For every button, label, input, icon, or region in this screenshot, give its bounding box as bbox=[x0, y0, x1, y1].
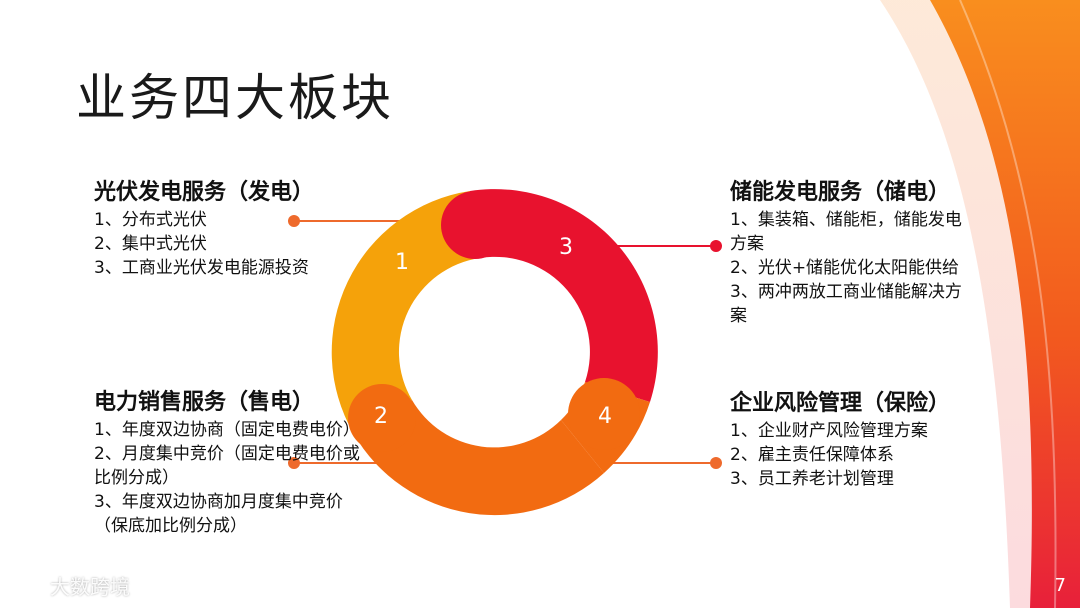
list-item: 2、雇主责任保障体系 bbox=[730, 445, 894, 465]
ring-cap-3 bbox=[441, 191, 509, 259]
block-heading: 企业风险管理（保险） bbox=[730, 391, 951, 416]
block-solar-generation: 光伏发电服务（发电） 1、分布式光伏 2、集中式光伏 3、工商业光伏发电能源投资 bbox=[94, 178, 349, 280]
list-item: 2、集中式光伏 bbox=[94, 234, 207, 254]
block-items: 1、企业财产风险管理方案 2、雇主责任保障体系 3、员工养老计划管理 bbox=[730, 419, 980, 491]
list-item: 2、月度集中竞价（固定电费电价或比例分成） bbox=[94, 444, 360, 488]
ring-segment-1 bbox=[331, 191, 480, 434]
swoosh-edge bbox=[959, 0, 1057, 608]
block-heading: 电力销售服务（售电） bbox=[94, 390, 315, 415]
block-items: 1、集装箱、储能柜，储能发电方案 2、光伏+储能优化太阳能供给 3、两冲两放工商… bbox=[730, 208, 975, 328]
block-heading: 光伏发电服务（发电） bbox=[94, 180, 315, 205]
list-item: 3、工商业光伏发电能源投资 bbox=[94, 258, 309, 278]
list-item: 1、企业财产风险管理方案 bbox=[730, 421, 928, 441]
logo-icon bbox=[11, 578, 43, 593]
block-energy-storage: 储能发电服务（储电） 1、集装箱、储能柜，储能发电方案 2、光伏+储能优化太阳能… bbox=[730, 178, 975, 328]
watermark: 大数跨境 bbox=[10, 571, 130, 600]
ring-segment-2 bbox=[353, 400, 604, 516]
block-heading: 储能发电服务（储电） bbox=[730, 180, 951, 205]
page-number: 7 bbox=[1054, 575, 1066, 596]
list-item: 1、分布式光伏 bbox=[94, 210, 207, 230]
ring-label-1: 1 bbox=[395, 250, 409, 275]
ring-label-2: 2 bbox=[374, 404, 388, 429]
ring-cap-4 bbox=[568, 378, 640, 450]
ring-cap-2 bbox=[348, 384, 416, 452]
list-item: 2、光伏+储能优化太阳能供给 bbox=[730, 258, 960, 278]
swoosh-main bbox=[930, 0, 1080, 608]
page-title: 业务四大板块 bbox=[76, 69, 394, 127]
block-items: 1、分布式光伏 2、集中式光伏 3、工商业光伏发电能源投资 bbox=[94, 208, 349, 280]
ring-label-4: 4 bbox=[598, 404, 612, 429]
block-electricity-sales: 电力销售服务（售电） 1、年度双边协商（固定电费电价） 2、月度集中竞价（固定电… bbox=[94, 388, 362, 538]
block-risk-management: 企业风险管理（保险） 1、企业财产风险管理方案 2、雇主责任保障体系 3、员工养… bbox=[730, 389, 980, 491]
connector-top-left bbox=[288, 215, 402, 227]
list-item: 3、年度双边协商加月度集中竞价（保底加比例分成） bbox=[94, 492, 343, 536]
ring-segment-3 bbox=[470, 189, 658, 402]
list-item: 3、员工养老计划管理 bbox=[730, 469, 894, 489]
connector-bottom-right bbox=[604, 457, 722, 469]
list-item: 1、年度双边协商（固定电费电价） bbox=[94, 420, 360, 440]
block-items: 1、年度双边协商（固定电费电价） 2、月度集中竞价（固定电费电价或比例分成） 3… bbox=[94, 418, 362, 538]
watermark-text: 大数跨境 bbox=[50, 575, 130, 599]
list-item: 1、集装箱、储能柜，储能发电方案 bbox=[730, 210, 962, 254]
list-item: 3、两冲两放工商业储能解决方案 bbox=[730, 282, 962, 326]
connector-top-right bbox=[602, 240, 722, 252]
ring-label-3: 3 bbox=[559, 235, 573, 260]
